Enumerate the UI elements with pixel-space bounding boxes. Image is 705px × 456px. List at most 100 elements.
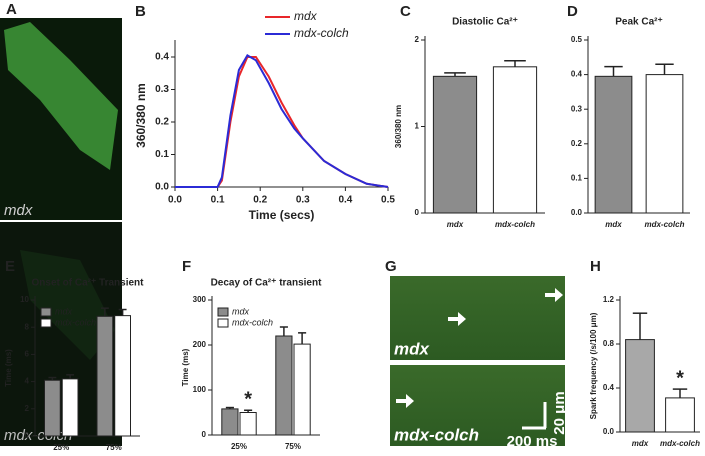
bar <box>625 339 655 433</box>
legend-swatch <box>40 318 52 328</box>
x-tick-label: 25% <box>53 443 69 452</box>
y-tick-label: 0.1 <box>155 149 169 160</box>
chart-title: Decay of Ca²⁺ transient <box>211 278 323 289</box>
bar <box>645 74 684 214</box>
x-tick-label: 75% <box>285 442 301 451</box>
y-tick-label: 1.2 <box>603 295 615 304</box>
x-tick-label: 75% <box>106 443 122 452</box>
y-tick-label: 0.0 <box>603 427 615 436</box>
legend-swatch <box>217 307 229 317</box>
legend-swatch <box>40 307 52 317</box>
bar <box>293 343 311 436</box>
legend-swatch <box>217 318 229 328</box>
x-tick-label: mdx <box>447 220 464 229</box>
panel-letter: B <box>135 3 146 20</box>
x-tick-label: 0.5 <box>381 195 395 206</box>
y-tick-label: 8 <box>25 322 30 331</box>
y-tick-label: 2 <box>25 404 30 413</box>
arrow <box>448 312 466 326</box>
y-axis-label: Time (ms) <box>4 349 13 387</box>
panel-g: G mdx mdx-colch 20 μm 200 ms <box>385 258 568 450</box>
bar <box>432 75 478 214</box>
bar <box>492 66 538 214</box>
y-tick-label: 0 <box>415 208 420 217</box>
y-tick-label: 0.4 <box>155 52 169 63</box>
panel-letter: E <box>5 258 15 275</box>
bar <box>275 335 293 436</box>
y-tick-label: 4 <box>25 377 30 386</box>
y-tick-label: 1 <box>415 122 420 131</box>
arrow <box>545 288 563 302</box>
panel-letter: G <box>385 258 397 275</box>
linescan <box>390 276 565 360</box>
y-tick-label: 0.5 <box>571 35 583 44</box>
bar <box>96 315 114 437</box>
cell <box>4 22 118 170</box>
y-tick-label: 6 <box>25 350 30 359</box>
y-tick-label: 300 <box>193 295 207 304</box>
bar <box>114 315 131 437</box>
x-tick-label: mdx-colch <box>644 220 684 229</box>
scale-label: 20 μm <box>551 391 568 434</box>
x-tick-label: mdx <box>632 439 649 448</box>
chart-title: Diastolic Ca²⁺ <box>452 17 518 28</box>
linescan <box>390 365 565 446</box>
panel-a: A mdx mdx-colch <box>0 1 122 446</box>
panel-letter: D <box>567 3 578 20</box>
y-tick-label: 0.8 <box>603 339 615 348</box>
y-tick-label: 100 <box>193 385 207 394</box>
y-tick-label: 10 <box>20 295 29 304</box>
bar <box>61 378 79 437</box>
y-axis-label: 360/380 nm <box>134 83 148 148</box>
scale-label: 200 ms <box>507 433 558 450</box>
annotation: * <box>244 389 252 411</box>
x-tick-label: 0.3 <box>296 195 310 206</box>
y-axis-label: Time (ms) <box>181 348 190 386</box>
y-tick-label: 0.4 <box>571 70 583 79</box>
arrow <box>396 394 414 408</box>
x-tick-label: 25% <box>231 442 247 451</box>
y-tick-label: 0 <box>25 431 30 440</box>
bar <box>239 412 257 436</box>
image-label: mdx-colch <box>394 425 479 444</box>
y-tick-label: 0.3 <box>155 84 169 95</box>
panel-letter: F <box>182 258 191 275</box>
chart-title: Onset of Ca²⁺ Transient <box>32 278 145 289</box>
y-tick-label: 0.4 <box>603 383 615 392</box>
x-tick-label: 0.1 <box>211 195 225 206</box>
line <box>175 54 389 188</box>
panel-letter: A <box>6 1 17 18</box>
y-tick-label: 0.0 <box>155 182 169 193</box>
x-tick-label: mdx-colch <box>495 220 535 229</box>
x-tick-label: 0.0 <box>168 195 182 206</box>
x-tick-label: 0.4 <box>338 195 352 206</box>
bar <box>665 397 695 433</box>
legend-label: mdx <box>294 9 318 23</box>
x-tick-label: 0.2 <box>253 195 267 206</box>
y-tick-label: 200 <box>193 340 207 349</box>
panel-letter: H <box>590 258 601 275</box>
y-tick-label: 0 <box>202 430 207 439</box>
y-axis-label: Spark frequency (/s/100 μm) <box>589 312 598 419</box>
legend-label: mdx-colch <box>55 317 96 327</box>
image-label: mdx <box>394 339 431 358</box>
y-tick-label: 0.2 <box>155 117 169 128</box>
legend-label: mdx <box>55 306 73 316</box>
y-tick-label: 0.3 <box>571 104 583 113</box>
y-axis-label: 360/380 nm <box>394 105 403 148</box>
bar <box>594 75 633 214</box>
x-tick-label: mdx <box>605 220 622 229</box>
cell <box>20 250 115 360</box>
y-tick-label: 0.1 <box>571 174 583 183</box>
chart-title: Peak Ca²⁺ <box>615 17 663 28</box>
y-tick-label: 2 <box>415 35 420 44</box>
legend-label: mdx-colch <box>294 26 349 40</box>
legend-label: mdx <box>232 306 250 316</box>
x-tick-label: mdx-colch <box>660 439 700 448</box>
line <box>175 56 389 188</box>
bar <box>44 379 61 437</box>
y-tick-label: 0.2 <box>571 139 583 148</box>
annotation: * <box>676 367 684 389</box>
legend-label: mdx-colch <box>232 317 273 327</box>
